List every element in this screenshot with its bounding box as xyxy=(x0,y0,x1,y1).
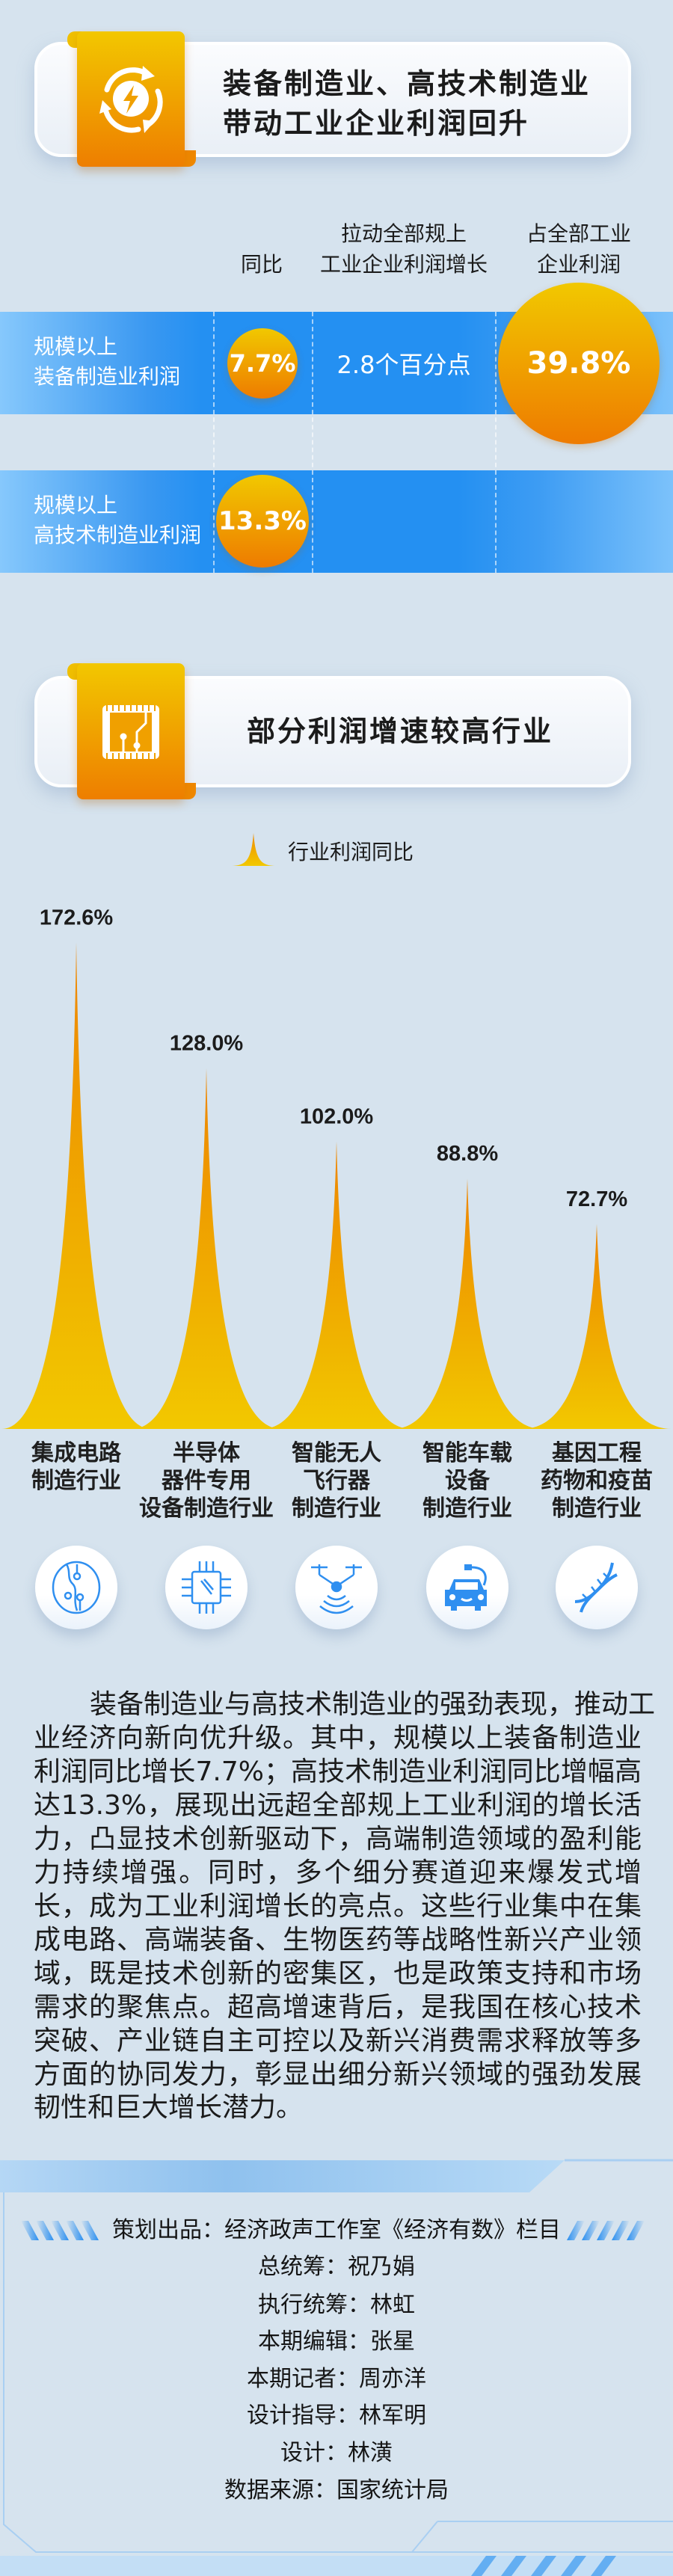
paragraph-line: 装备制造业与高技术制造业的强劲表现，推动工 xyxy=(90,1689,656,1720)
column-header-pull: 拉动全部规上 工业企业利润增长 xyxy=(320,218,488,280)
paragraph-line: 力，凸显技术创新驱动下，高端制造领域的盈利能 xyxy=(34,1824,642,1854)
section1-title-line2: 带动工业企业利润回升 xyxy=(223,107,530,140)
spike-chart: 172.6% 128.0% 102.0% 88.8% 72.7% xyxy=(1,906,672,1429)
yoy-bubble-equipment: 7.7% xyxy=(227,328,298,399)
category-label-line: 飞行器 xyxy=(303,1468,370,1494)
circuit-icon-badge xyxy=(35,1546,117,1629)
column-header-share: 占全部工业 企业利润 xyxy=(526,218,631,280)
paragraph-line: 长，成为工业利润增长的亮点。这些行业集中在集 xyxy=(34,1891,642,1922)
section2-ribbon xyxy=(77,663,185,799)
category-label-line: 设备 xyxy=(445,1468,490,1494)
column-divider xyxy=(312,312,313,573)
credit-design-director: 设计指导：林军明 xyxy=(247,2403,426,2429)
spike-mark xyxy=(1,942,151,1429)
row-label-line1: 规模以上 xyxy=(34,334,118,359)
dna-icon-badge xyxy=(556,1546,638,1629)
column-header-pull-line1: 拉动全部规上 xyxy=(340,221,467,246)
yoy-value: 13.3% xyxy=(218,506,307,536)
paragraph-line: 业经济向新向优升级。其中，规模以上装备制造业 xyxy=(34,1723,642,1753)
paragraph-line: 成电路、高端装备、生物医药等战略性新兴产业领 xyxy=(34,1925,642,1955)
credit-designer: 设计：林潢 xyxy=(280,2440,393,2466)
category-label-line: 器件专用 xyxy=(162,1468,251,1494)
spike-value-label: 88.8% xyxy=(437,1142,498,1166)
paragraph-line: 力持续增强。同时，多个细分赛道迎来爆发式增 xyxy=(34,1857,642,1888)
column-header-yoy: 同比 xyxy=(241,249,283,280)
row-label-line1: 规模以上 xyxy=(34,493,118,517)
spike-value-label: 72.7% xyxy=(566,1187,627,1211)
column-header-share-line1: 占全部工业 xyxy=(526,221,632,246)
credit-chief-coordinator: 总统筹：祝乃娟 xyxy=(258,2254,415,2280)
column-divider xyxy=(495,312,497,573)
category-label: 集成电路 制造行业 xyxy=(9,1439,144,1495)
paragraph-line: 达13.3%，展现出远超全部规上工业利润的增长活 xyxy=(34,1790,642,1821)
category-label-line: 制造行业 xyxy=(31,1468,121,1494)
row-label-equipment: 规模以上 装备制造业利润 xyxy=(34,332,180,392)
spike-mark xyxy=(393,1178,542,1429)
spike-mark xyxy=(132,1068,281,1429)
dna-icon xyxy=(574,1562,618,1613)
footer-frame xyxy=(0,2159,673,2576)
recycle-bolt-icon xyxy=(99,66,163,133)
yoy-bubble-hightech: 13.3% xyxy=(216,475,309,568)
share-value: 39.8% xyxy=(526,346,631,381)
column-header-yoy-text: 同比 xyxy=(240,252,283,277)
semiconductor-chip-icon xyxy=(182,1561,231,1614)
category-label: 基因工程 药物和疫苗 制造行业 xyxy=(529,1439,664,1522)
column-header-pull-line2: 工业企业利润增长 xyxy=(319,252,488,277)
credit-executive-coordinator: 执行统筹：林虹 xyxy=(258,2292,415,2318)
credit-producer: 策划出品：经济政声工作室《经济有数》栏目 xyxy=(112,2217,561,2243)
category-label: 智能车载 设备 制造行业 xyxy=(400,1439,535,1522)
category-label-line: 制造行业 xyxy=(552,1496,642,1522)
category-label-line: 制造行业 xyxy=(422,1496,512,1522)
share-bubble-equipment: 39.8% xyxy=(498,283,660,444)
section1-title-line1: 装备制造业、高技术制造业 xyxy=(223,67,591,100)
section1-ribbon xyxy=(77,31,185,167)
category-label-line: 药物和疫苗 xyxy=(541,1468,653,1494)
row-label-hightech: 规模以上 高技术制造业利润 xyxy=(34,491,201,550)
paragraph-line: 方面的协同发力，彰显出细分新兴领域的强劲发展 xyxy=(34,2059,642,2090)
car-icon-badge xyxy=(426,1546,508,1629)
paragraph-line: 韧性和巨大增长潜力。 xyxy=(34,2092,304,2123)
row-label-line2: 高技术制造业利润 xyxy=(34,523,202,547)
category-label-line: 设备制造行业 xyxy=(139,1496,274,1522)
credit-reporter: 本期记者：周亦洋 xyxy=(247,2366,426,2392)
spike-value-label: 102.0% xyxy=(300,1104,374,1128)
category-label-line: 制造行业 xyxy=(292,1496,381,1522)
category-label-line: 基因工程 xyxy=(552,1440,642,1466)
spike-mark xyxy=(522,1223,672,1429)
credit-editor: 本期编辑：张星 xyxy=(258,2328,415,2355)
yoy-value: 7.7% xyxy=(229,349,296,378)
drone-icon xyxy=(311,1564,362,1614)
category-label-line: 集成电路 xyxy=(31,1440,121,1466)
electric-car-icon xyxy=(445,1564,487,1611)
legend-spike-icon xyxy=(230,833,277,866)
spike-mark xyxy=(262,1141,411,1429)
legend-label: 行业利润同比 xyxy=(288,840,414,864)
row-band-hightech xyxy=(0,470,673,573)
chip-icon xyxy=(102,705,159,759)
category-label-line: 半导体 xyxy=(173,1440,240,1466)
category-label-line: 智能无人 xyxy=(292,1440,381,1466)
spike-value-label: 172.6% xyxy=(40,906,114,929)
paragraph-line: 域，既是技术创新的密集区，也是政策支持和市场 xyxy=(34,1958,642,1989)
spike-value-label: 128.0% xyxy=(170,1031,244,1055)
paragraph-line: 需求的聚焦点。超高增速背后，是我国在核心技术 xyxy=(34,1992,642,2023)
paragraph-line: 利润同比增长7.7%；高技术制造业利润同比增幅高 xyxy=(34,1756,642,1787)
credit-data-source: 数据来源：国家统计局 xyxy=(224,2477,449,2503)
section2-title: 部分利润增速较高行业 xyxy=(247,715,554,748)
column-divider xyxy=(213,312,215,573)
drone-icon-badge xyxy=(295,1546,378,1629)
semiconductor-icon-badge xyxy=(165,1546,248,1629)
row-label-line2: 装备制造业利润 xyxy=(34,364,181,389)
category-label-line: 智能车载 xyxy=(422,1440,512,1466)
category-label: 半导体 器件专用 设备制造行业 xyxy=(139,1439,274,1522)
paragraph-line: 突破、产业链自主可控以及新兴消费需求释放等多 xyxy=(34,2026,642,2056)
pull-value-equipment: 2.8个百分点 xyxy=(336,351,471,379)
category-label: 智能无人 飞行器 制造行业 xyxy=(269,1439,404,1522)
circuit-icon xyxy=(52,1561,101,1614)
column-header-share-line2: 企业利润 xyxy=(536,252,621,277)
